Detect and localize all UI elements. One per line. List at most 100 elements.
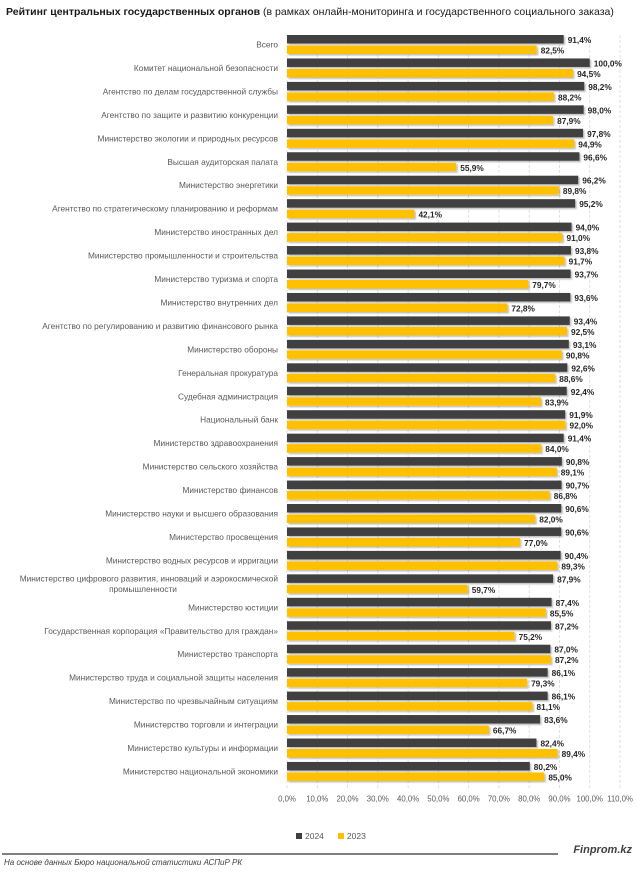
- bar-2024: [287, 363, 568, 372]
- chart-title-bold: Рейтинг центральных государственных орга…: [6, 6, 261, 18]
- value-label-2024: 86,1%: [552, 692, 576, 702]
- value-label-2023: 94,5%: [577, 69, 601, 79]
- bar-2024: [287, 81, 585, 91]
- value-label-2023: 79,3%: [531, 679, 555, 689]
- bar-2024: [287, 715, 541, 724]
- value-label-2024: 93,8%: [575, 246, 599, 256]
- x-tick-label: 40,0%: [397, 794, 419, 803]
- category-label: Генеральная прокуратура: [178, 368, 278, 378]
- value-label-2023: 77,0%: [524, 538, 548, 548]
- category-label: Комитет национальной безопасности: [134, 63, 278, 73]
- bar-2023: [287, 631, 515, 641]
- bar-2023: [287, 45, 537, 54]
- value-label-2024: 96,6%: [583, 152, 607, 162]
- value-label-2024: 87,0%: [554, 645, 578, 655]
- x-tick-label: 90,0%: [548, 794, 570, 803]
- bar-2023: [287, 209, 415, 219]
- x-tick-label: 50,0%: [427, 794, 449, 803]
- category-label: Министерство сельского хозяйства: [143, 462, 279, 472]
- category-labels: Всего Комитет национальной безопасности Аг…: [20, 40, 279, 777]
- bar-2024: [287, 269, 571, 278]
- category-label: Министерство науки и высшего образования: [105, 509, 278, 519]
- x-tick-label: 10,0%: [306, 794, 328, 803]
- bar-2023: [287, 537, 521, 547]
- category-label: Министерство цифрового развития, инновац…: [20, 574, 279, 584]
- bar-2024: [287, 761, 530, 771]
- value-label-2023: 42,1%: [418, 210, 442, 220]
- value-label-2023: 91,0%: [566, 233, 590, 243]
- bar-2023: [287, 444, 542, 453]
- value-label-2023: 82,0%: [539, 515, 563, 525]
- value-label-2024: 97,8%: [587, 129, 611, 139]
- value-label-2024: 92,4%: [571, 387, 595, 397]
- value-labels: 91,4%82,5%100,0%94,5%98,2%88,2%98,0%87,9…: [418, 35, 622, 782]
- bar-2024: [287, 621, 551, 630]
- bar-2023: [287, 725, 489, 735]
- category-label: Национальный банк: [200, 415, 278, 425]
- legend-item-2024[interactable]: 2024: [296, 831, 324, 841]
- value-label-2023: 92,5%: [571, 327, 595, 337]
- bar-2024: [287, 105, 584, 114]
- x-tick-label: 60,0%: [458, 794, 480, 803]
- bar-2023: [287, 139, 575, 148]
- bars: [287, 35, 590, 781]
- bar-2024: [287, 199, 576, 208]
- category-label: Министерство энергетики: [179, 180, 278, 190]
- x-tick-label: 100,0%: [577, 794, 604, 803]
- bar-2023: [287, 678, 528, 688]
- bar-2024: [287, 691, 548, 701]
- bar-2023: [287, 397, 541, 406]
- legend: 2024 2023: [296, 831, 366, 841]
- value-label-2023: 87,9%: [557, 116, 581, 126]
- value-label-2024: 92,6%: [571, 363, 595, 373]
- bar-2024: [287, 550, 561, 560]
- bar-2024: [287, 58, 590, 67]
- bar-2024: [287, 504, 562, 513]
- value-label-2024: 90,7%: [566, 481, 590, 491]
- legend-item-2023[interactable]: 2023: [337, 831, 366, 841]
- value-label-2024: 98,0%: [588, 105, 612, 115]
- category-label: Министерство национальной экономики: [123, 766, 278, 776]
- bar-2024: [287, 386, 567, 396]
- value-label-2023: 90,8%: [566, 350, 590, 360]
- category-label: Министерство культуры и информации: [127, 743, 278, 753]
- category-label: Государственная корпорация «Правительств…: [44, 626, 278, 636]
- bar-2024: [287, 457, 562, 466]
- bar-2024: [287, 128, 584, 138]
- value-label-2024: 93,4%: [574, 316, 598, 326]
- brand-logo: Finprom.kz: [573, 844, 632, 856]
- value-label-2023: 87,2%: [555, 655, 579, 665]
- value-label-2023: 83,9%: [545, 397, 569, 407]
- bar-2023: [287, 115, 554, 125]
- bar-2024: [287, 292, 571, 302]
- bar-2023: [287, 584, 468, 594]
- category-label: Всего: [256, 40, 278, 50]
- bar-2024: [287, 246, 571, 255]
- category-label: Министерство обороны: [187, 344, 278, 354]
- bar-2023: [287, 655, 551, 664]
- x-tick-label: 80,0%: [518, 794, 540, 803]
- category-label: Министерство просвещения: [169, 532, 278, 542]
- value-label-2024: 93,1%: [573, 340, 597, 350]
- category-label: Министерство водных ресурсов и ирригации: [106, 555, 279, 565]
- bar-2024: [287, 410, 566, 419]
- bar-2024: [287, 597, 552, 607]
- value-label-2023: 86,8%: [554, 491, 578, 501]
- bar-2023: [287, 491, 550, 500]
- bar-chart: Всего Комитет национальной безопасности Аг…: [20, 35, 633, 803]
- value-label-2024: 90,4%: [565, 551, 589, 561]
- category-label: Агентство по стратегическому планировани…: [52, 204, 278, 214]
- bar-2023: [287, 749, 558, 758]
- legend-swatch-2023: [337, 833, 344, 839]
- bar-2024: [287, 644, 551, 654]
- category-label: промышленности: [109, 584, 177, 594]
- category-label: Министерство транспорта: [177, 649, 278, 659]
- value-label-2023: 55,9%: [460, 163, 484, 173]
- value-label-2024: 91,4%: [568, 35, 592, 45]
- bar-2023: [287, 186, 559, 195]
- bar-2024: [287, 152, 580, 161]
- x-axis-ticks: 0,0% 10,0% 20,0% 30,0% 40,0% 50,0% 60,0% 70,0% 8…: [278, 794, 633, 803]
- bar-2024: [287, 738, 537, 747]
- bar-2023: [287, 233, 563, 242]
- bar-2024: [287, 480, 562, 490]
